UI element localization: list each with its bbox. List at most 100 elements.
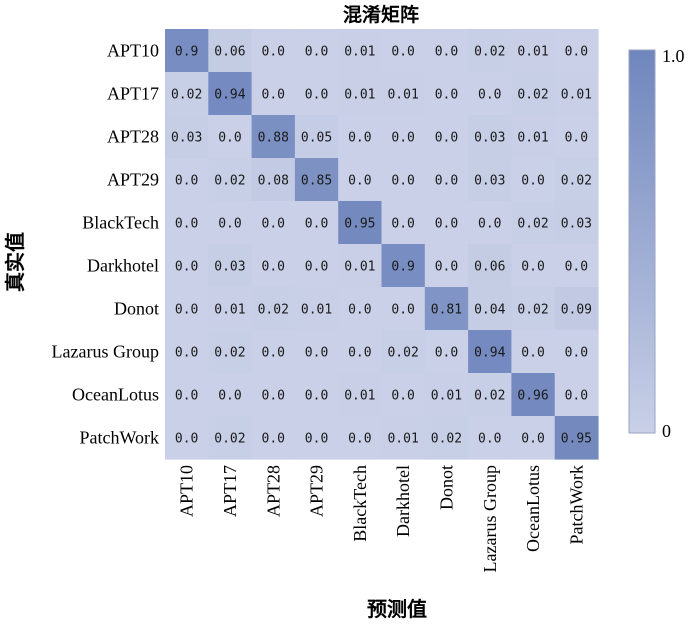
cell-value-label: 0.09 (561, 303, 592, 318)
heatmap-cell (208, 115, 253, 159)
heatmap-cell (511, 416, 556, 460)
cell-value-label: 0.85 (301, 174, 332, 189)
heatmap-cell (554, 158, 599, 202)
cell-value-label: 0.96 (517, 389, 548, 404)
cell-value-label: 0.05 (301, 131, 332, 146)
column-tick-label: Donot (436, 465, 456, 510)
heatmap-cell (165, 115, 209, 159)
cell-value-label: 0.0 (175, 346, 198, 361)
cell-value-label: 0.03 (561, 217, 592, 232)
heatmap-cell (554, 330, 599, 374)
heatmap-cell (511, 115, 556, 159)
cell-value-label: 0.0 (262, 346, 285, 361)
column-tick-label: APT10 (177, 465, 197, 517)
y-axis-label: 真实值 (3, 232, 27, 292)
cell-value-label: 0.88 (258, 131, 289, 146)
heatmap-cell (511, 287, 556, 331)
heatmap-cell (468, 244, 512, 288)
heatmap-cell (338, 115, 383, 159)
cell-value-label: 0.0 (391, 45, 414, 60)
heatmap-cell (554, 287, 599, 331)
cell-value-label: 0.0 (521, 346, 544, 361)
heatmap-cell (468, 72, 512, 116)
cell-value-label: 0.0 (175, 389, 198, 404)
row-tick-label: APT17 (107, 84, 159, 104)
cell-value-label: 0.95 (344, 217, 375, 232)
cell-value-label: 0.9 (391, 260, 414, 275)
cell-value-label: 0.01 (387, 432, 418, 447)
cell-value-label: 0.0 (435, 260, 458, 275)
cell-value-label: 0.0 (478, 432, 501, 447)
cell-value-label: 0.06 (474, 260, 505, 275)
heatmap-cell (338, 287, 383, 331)
cell-value-label: 0.02 (474, 389, 505, 404)
chart-title: 混淆矩阵 (343, 3, 419, 26)
heatmap-cell (554, 29, 599, 73)
heatmap-cell (165, 416, 209, 460)
heatmap-cell (511, 373, 556, 417)
cell-value-label: 0.02 (517, 88, 548, 103)
row-tick-label: APT29 (107, 170, 159, 190)
heatmap-cell (554, 201, 599, 245)
heatmap-cell (468, 416, 512, 460)
cell-value-label: 0.0 (175, 303, 198, 318)
heatmap-cell (294, 115, 339, 159)
cell-value-label: 0.0 (565, 260, 588, 275)
heatmap-cell (554, 373, 599, 417)
heatmap-cell (424, 115, 469, 159)
cell-value-label: 0.0 (348, 432, 371, 447)
heatmap-cell (294, 287, 339, 331)
heatmap-cell (511, 330, 556, 374)
cell-value-label: 0.0 (175, 174, 198, 189)
heatmap-cell (381, 330, 426, 374)
cell-value-label: 0.01 (344, 88, 375, 103)
cell-value-label: 0.01 (344, 389, 375, 404)
heatmap-cell (165, 29, 209, 73)
cell-value-label: 0.02 (517, 217, 548, 232)
cell-value-label: 0.0 (391, 389, 414, 404)
heatmap-cell (165, 330, 209, 374)
heatmap-cells: 0.9 0.06 0.0 0.0 0.01 0.0 0.0 0.02 0.01 0.0 0.02 0.… (165, 29, 599, 460)
row-tick-label: PatchWork (79, 428, 159, 448)
cell-value-label: 0.02 (214, 174, 245, 189)
cell-value-label: 0.0 (521, 260, 544, 275)
row-tick-label: OceanLotus (72, 385, 159, 405)
heatmap-cell (294, 201, 339, 245)
cell-value-label: 0.03 (474, 174, 505, 189)
heatmap-cell (294, 244, 339, 288)
heatmap-cell (251, 158, 296, 202)
heatmap-cell (381, 416, 426, 460)
heatmap-cell (381, 373, 426, 417)
cell-value-label: 0.0 (435, 45, 458, 60)
colorbar-max-label: 1.0 (662, 46, 685, 66)
heatmap-cell (294, 29, 339, 73)
cell-value-label: 0.0 (175, 432, 198, 447)
heatmap-cell (208, 416, 253, 460)
heatmap-cell (381, 244, 426, 288)
heatmap-cell (468, 373, 512, 417)
column-tick-label: PatchWork (566, 465, 586, 545)
x-axis-label: 预测值 (367, 597, 427, 621)
heatmap-cell (338, 29, 383, 73)
cell-value-label: 0.08 (258, 174, 289, 189)
cell-value-label: 0.0 (262, 389, 285, 404)
cell-value-label: 0.0 (262, 45, 285, 60)
column-tick-label: OceanLotus (523, 465, 543, 552)
heatmap-cell (251, 29, 296, 73)
cell-value-label: 0.01 (517, 131, 548, 146)
heatmap-cell (381, 115, 426, 159)
row-tick-label: APT28 (107, 127, 159, 147)
heatmap-cell (294, 330, 339, 374)
cell-value-label: 0.94 (474, 346, 505, 361)
heatmap-cell (424, 72, 469, 116)
cell-value-label: 0.9 (175, 45, 198, 60)
column-tick-labels: APT10 APT17 APT28 APT29 BlackTech Darkhotel Do… (177, 465, 587, 572)
heatmap-cell (251, 201, 296, 245)
heatmap-cell (251, 244, 296, 288)
heatmap-cell (424, 416, 469, 460)
heatmap-cell (338, 201, 383, 245)
heatmap-cell (511, 72, 556, 116)
cell-value-label: 0.0 (218, 217, 241, 232)
cell-value-label: 0.0 (262, 260, 285, 275)
